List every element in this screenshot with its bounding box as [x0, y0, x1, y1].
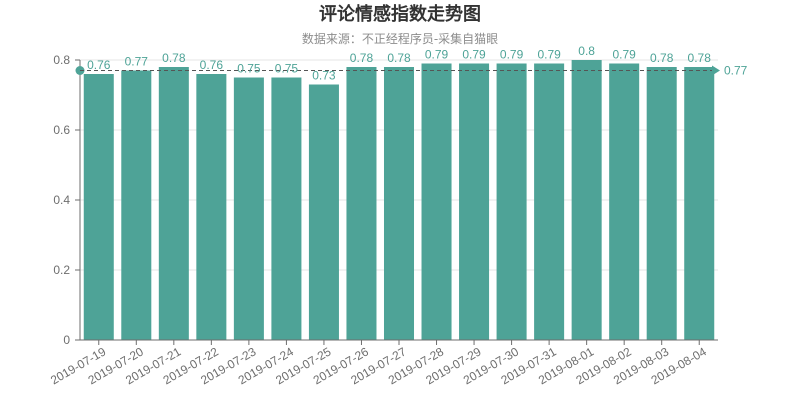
bar[interactable]	[459, 63, 490, 341]
bar-value-label: 0.79	[500, 48, 524, 62]
bars	[83, 60, 715, 341]
bar-value-label: 0.79	[537, 48, 561, 62]
bar-value-label: 0.78	[387, 51, 411, 65]
bar[interactable]	[684, 67, 715, 340]
bar-value-label: 0.79	[612, 48, 636, 62]
bar-value-label: 0.76	[87, 58, 111, 72]
bar[interactable]	[308, 84, 339, 341]
chart-subtitle: 数据来源：不正经程序员-采集自猫眼	[302, 31, 498, 46]
bar-labels: 0.76 0.77 0.78 0.76 0.75 0.75 0.73 0.78 0.78 0.79…	[87, 44, 711, 83]
bar[interactable]	[646, 67, 677, 340]
bar-value-label: 0.78	[162, 51, 186, 65]
chart-title: 评论情感指数走势图	[319, 3, 481, 25]
bar[interactable]	[196, 74, 227, 340]
y-tick-label: 0.6	[53, 123, 70, 137]
bar-value-label: 0.75	[237, 62, 261, 76]
bar[interactable]	[383, 67, 415, 340]
y-tick-label: 0.4	[53, 193, 70, 207]
bar[interactable]	[121, 70, 152, 341]
bar[interactable]	[158, 67, 189, 340]
bar[interactable]	[346, 67, 377, 340]
mark-line-label: 0.77	[724, 64, 748, 78]
bar[interactable]	[233, 77, 264, 341]
bar-value-label: 0.73	[312, 69, 336, 83]
average-mark-line: 0.77	[75, 64, 748, 78]
bar[interactable]	[421, 63, 452, 341]
bar-value-label: 0.78	[350, 51, 374, 65]
bar-value-label: 0.78	[650, 51, 674, 65]
bar[interactable]	[534, 63, 565, 341]
bar[interactable]	[496, 63, 527, 341]
bar-value-label: 0.78	[688, 51, 712, 65]
bar-value-label: 0.79	[462, 48, 486, 62]
bar-value-label: 0.77	[125, 55, 149, 69]
y-tick-label: 0.8	[53, 53, 70, 67]
y-tick-label: 0.2	[53, 263, 70, 277]
bar[interactable]	[609, 63, 640, 341]
bar[interactable]	[83, 74, 114, 340]
bar-value-label: 0.8	[578, 44, 595, 58]
y-tick-label: 0	[63, 333, 70, 347]
bar[interactable]	[271, 77, 302, 341]
mark-line-arrow	[712, 65, 720, 76]
bar-value-label: 0.79	[425, 48, 449, 62]
bar-value-label: 0.76	[200, 58, 224, 72]
bar[interactable]	[571, 60, 602, 340]
bar-value-label: 0.75	[275, 62, 299, 76]
